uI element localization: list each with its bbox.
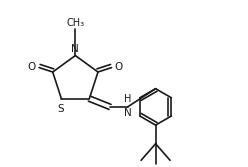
Text: N: N	[124, 108, 131, 118]
Text: N: N	[71, 44, 79, 54]
Text: H: H	[124, 94, 131, 104]
Text: S: S	[57, 104, 64, 114]
Text: O: O	[115, 62, 123, 71]
Text: CH₃: CH₃	[66, 18, 84, 28]
Text: O: O	[28, 62, 36, 71]
